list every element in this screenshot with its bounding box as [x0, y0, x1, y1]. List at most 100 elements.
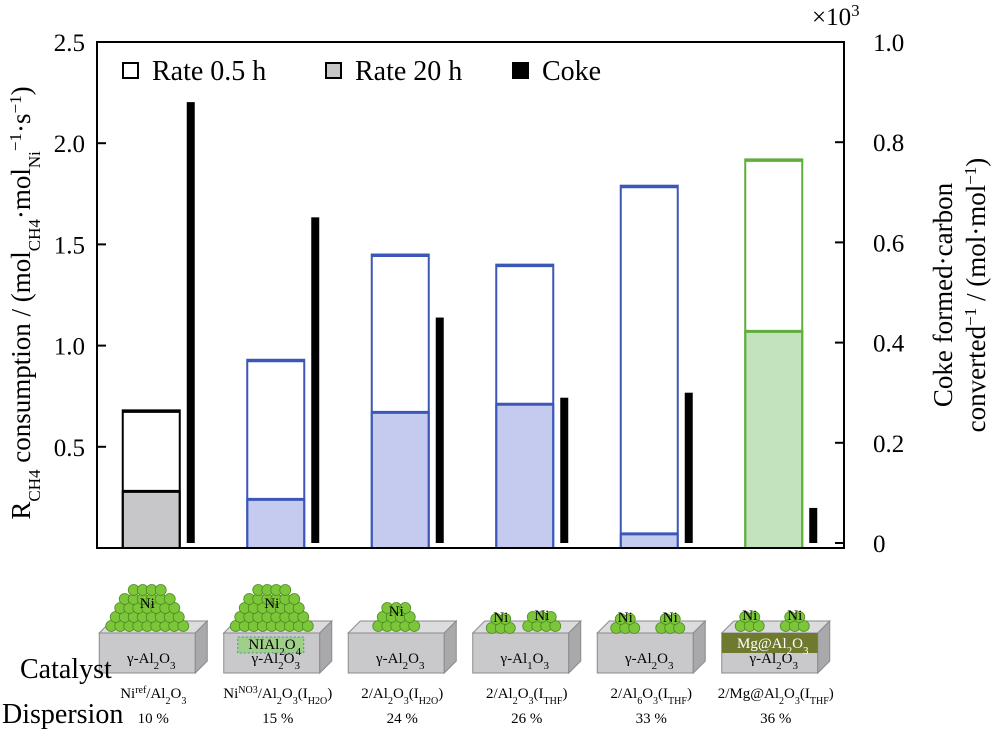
dispersion-value: 10 % [138, 711, 169, 727]
legend-swatch [122, 62, 139, 79]
dispersion-value: 33 % [636, 711, 667, 727]
ni-cluster: Ni [105, 584, 190, 632]
bar-rate-20h [619, 532, 679, 549]
y-tick-label: 1.0 [54, 334, 85, 361]
ni-cluster: Ni [610, 610, 641, 634]
ni-sphere [793, 611, 806, 623]
support-slab-side [817, 619, 831, 675]
y2-tick-label: 0.6 [873, 230, 904, 257]
y-tick-label: 2.5 [54, 30, 85, 57]
y2-axis-title-line2: converted−1 / (mol·mol−1) [961, 158, 992, 433]
support-slab-side [692, 619, 706, 675]
category-label: 2/Mg@Al2O3(ITHF) [718, 686, 834, 707]
ni-label: Ni [264, 596, 279, 612]
ni-sphere [668, 613, 681, 625]
ni-cluster: Ni [485, 610, 516, 634]
support-slab-side [568, 619, 582, 675]
category-label: 2/Al6O3(ITHF) [611, 686, 692, 707]
legend-label: Coke [542, 56, 601, 87]
bar-rate-20h [370, 411, 430, 549]
support-slab-side [319, 619, 333, 675]
y-tick-label: 1.5 [54, 232, 85, 259]
legend-swatch [325, 62, 342, 79]
ni-sphere [748, 611, 761, 623]
category-label: Niref/Al2O3 [120, 685, 186, 707]
support-label: γ-Al2O3 [749, 651, 799, 672]
y2-tick-label: 0 [873, 531, 886, 558]
support-label: γ-Al2O3 [126, 651, 176, 672]
support-slab-front [347, 632, 445, 674]
catalyst-scheme: γ-Al2O3 γ-Al2O3 γ-Al2O3 γ-Al1O3 γ-Al2O3 γ-Al2… [98, 584, 831, 675]
ni-sphere [163, 593, 176, 605]
bar-coke [560, 397, 569, 543]
bar-rate-20h [121, 490, 181, 550]
row-label-dispersion: Dispersion [2, 699, 123, 730]
bar-coke [684, 392, 693, 543]
support-label: γ-Al2O3 [624, 651, 674, 672]
y2-tick-label: 0.4 [873, 331, 905, 358]
ni-label: Ni [140, 596, 155, 612]
support-slab-front [472, 632, 570, 674]
plot-frame [96, 41, 845, 549]
category-label: 2/Al2O3(ITHF) [486, 686, 567, 707]
ni-sphere [288, 593, 301, 605]
ni-label: Ni [493, 610, 508, 626]
ni-sphere [499, 613, 512, 625]
category-labels: Niref/Al2O3 10 % NiNO3/Al2O3(IH2O) 15 % 2/Al… [2, 654, 834, 730]
category-label: NiNO3/Al2O3(IH2O) [223, 685, 332, 707]
y2-tick-label: 0.2 [873, 431, 904, 458]
ni-sphere [544, 611, 557, 623]
y-axis-title: RCH4 consumption / (molCH4·molNi−1·s−1) [6, 86, 44, 519]
ni-label: Ni [787, 608, 802, 624]
dispersion-value: 36 % [760, 711, 791, 727]
legend-label: Rate 20 h [355, 56, 462, 87]
ni-label: Ni [618, 610, 633, 626]
bar-rate-20h [246, 498, 306, 550]
bar-rate-20h [744, 330, 804, 549]
nialo-layer [237, 636, 305, 654]
support-slab-front [98, 632, 196, 674]
support-slab-front [596, 632, 694, 674]
support-label: γ-Al1O3 [500, 651, 550, 672]
y-tick-label: 0.5 [54, 435, 85, 462]
bar-coke [311, 217, 320, 543]
bars-layer [121, 102, 818, 550]
row-label-catalyst: Catalyst [20, 654, 112, 685]
ni-cluster: Ni [522, 608, 562, 632]
ni-sphere [623, 613, 636, 625]
ni-cluster: Ni [655, 610, 686, 634]
mg-layer [721, 633, 818, 653]
bar-rate-20h [495, 403, 555, 549]
ni-label: Ni [534, 608, 549, 624]
ni-cluster: Ni [372, 602, 421, 632]
category-label: 2/Al2O3(IH2O) [361, 686, 443, 707]
y2-multiplier: ×103 [812, 1, 860, 32]
ni-sphere [154, 584, 167, 596]
legend-label: Rate 0.5 h [152, 56, 266, 87]
nialo-layer-label: NIAl2O4 [248, 637, 301, 658]
support-slab-side [443, 619, 457, 675]
legend-swatch [512, 62, 529, 79]
dispersion-value: 15 % [262, 711, 293, 727]
bar-rate-0-5h [619, 184, 679, 549]
legend: Rate 0.5 h Rate 20 h Coke [122, 56, 601, 87]
y2-axis-title-line1: Coke formed·carbon [928, 182, 958, 407]
dispersion-value: 24 % [387, 711, 418, 727]
ni-sphere [279, 584, 292, 596]
dispersion-value: 26 % [511, 711, 542, 727]
bar-coke [809, 507, 818, 543]
ni-cluster: Ni [734, 608, 765, 632]
support-slab-side [194, 619, 208, 675]
y2-tick-label: 1.0 [873, 30, 904, 57]
ni-cluster: Ni [229, 584, 314, 632]
ni-label: Ni [389, 604, 404, 620]
ni-cluster: Ni [779, 608, 810, 632]
bar-coke [186, 102, 195, 544]
support-label: γ-Al2O3 [251, 651, 301, 672]
y-tick-label: 2.0 [54, 131, 85, 158]
bar-coke [435, 317, 444, 543]
support-label: γ-Al2O3 [375, 651, 425, 672]
ni-label: Ni [663, 610, 678, 626]
y2-tick-label: 0.8 [873, 130, 904, 157]
